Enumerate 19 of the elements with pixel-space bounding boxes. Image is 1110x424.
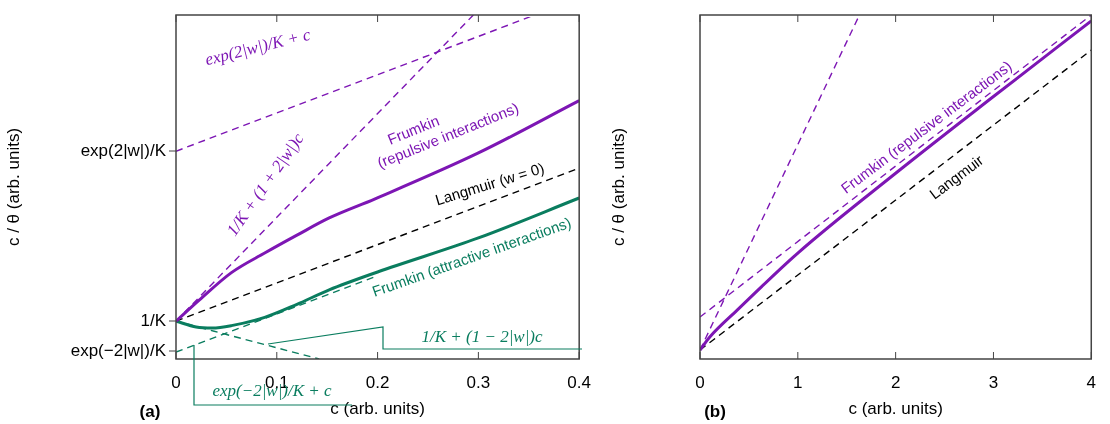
text: 1/K xyxy=(140,310,167,330)
y-axis-title: c / θ (arb. units) xyxy=(3,127,23,247)
x-tick-label: 0 xyxy=(695,372,705,392)
x-tick-label: 3 xyxy=(988,372,999,392)
text: exp(−2|w|)/K xyxy=(70,340,167,360)
x-tick-label: 0.3 xyxy=(466,372,491,392)
x-tick-label: 0.4 xyxy=(567,372,591,392)
y-axis-title: c / θ (arb. units) xyxy=(608,127,628,247)
text: 1/K + (1 − 2|w|)c xyxy=(421,327,543,347)
text: exp(2|w|)/K xyxy=(80,140,167,160)
text: (b) xyxy=(704,401,726,421)
text: (a) xyxy=(139,401,161,421)
x-tick-label: 0 xyxy=(171,372,181,392)
x-tick-label: 1 xyxy=(793,372,803,392)
x-axis-title: c (arb. units) xyxy=(330,399,425,419)
x-tick-label: 2 xyxy=(890,372,901,392)
x-tick-label: 0.2 xyxy=(365,372,390,392)
x-tick-label: 4 xyxy=(1086,372,1097,392)
x-axis-title: c (arb. units) xyxy=(848,399,943,419)
